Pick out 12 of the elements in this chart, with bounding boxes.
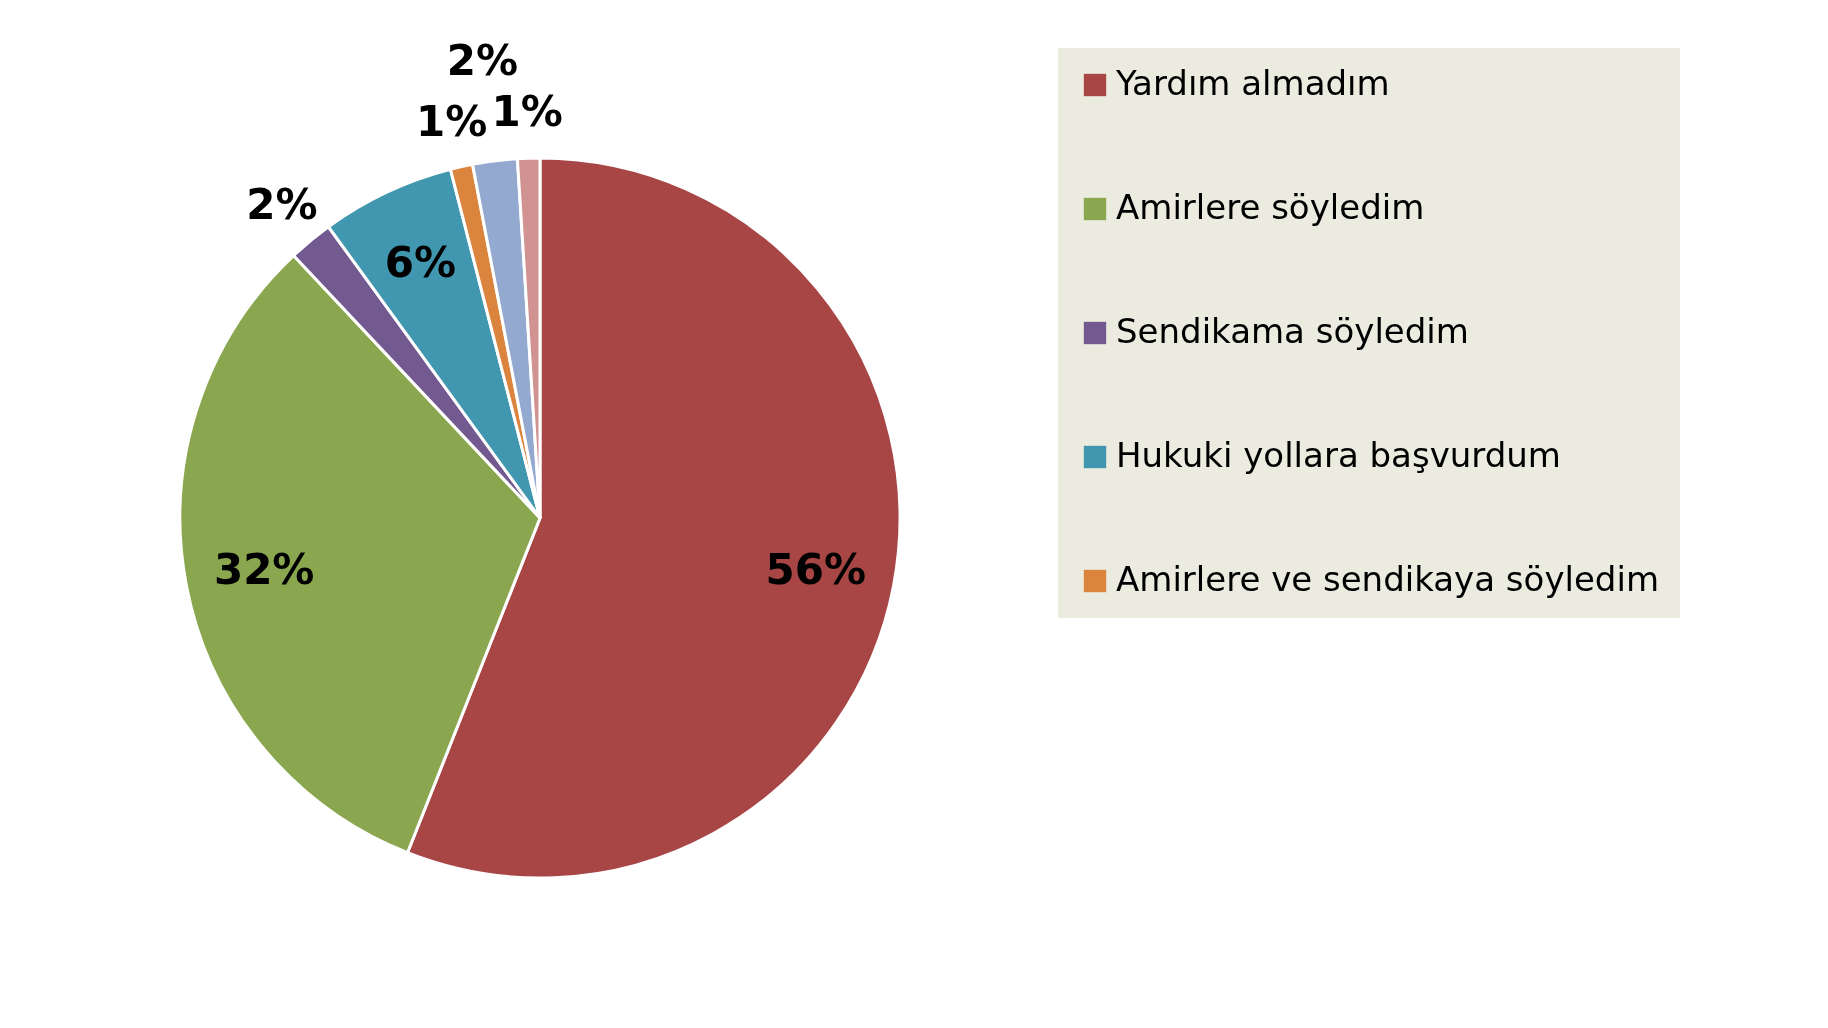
data-label: 56%	[765, 544, 867, 594]
data-label: 6%	[384, 237, 457, 287]
data-label: 32%	[213, 544, 315, 594]
data-label: 1%	[416, 96, 488, 146]
legend-label: Sendikama söyledim	[1116, 311, 1469, 351]
data-label: 1%	[491, 87, 563, 137]
data-label: 2%	[246, 179, 318, 229]
data-label: 2%	[446, 35, 518, 85]
legend-label: Amirlere ve sendikaya söyledim	[1116, 559, 1660, 599]
legend-label: Amirlere söyledim	[1116, 187, 1425, 227]
legend-label: Hukuki yollara başvurdum	[1116, 435, 1561, 475]
legend-label: Yardım almadım	[1115, 63, 1390, 103]
